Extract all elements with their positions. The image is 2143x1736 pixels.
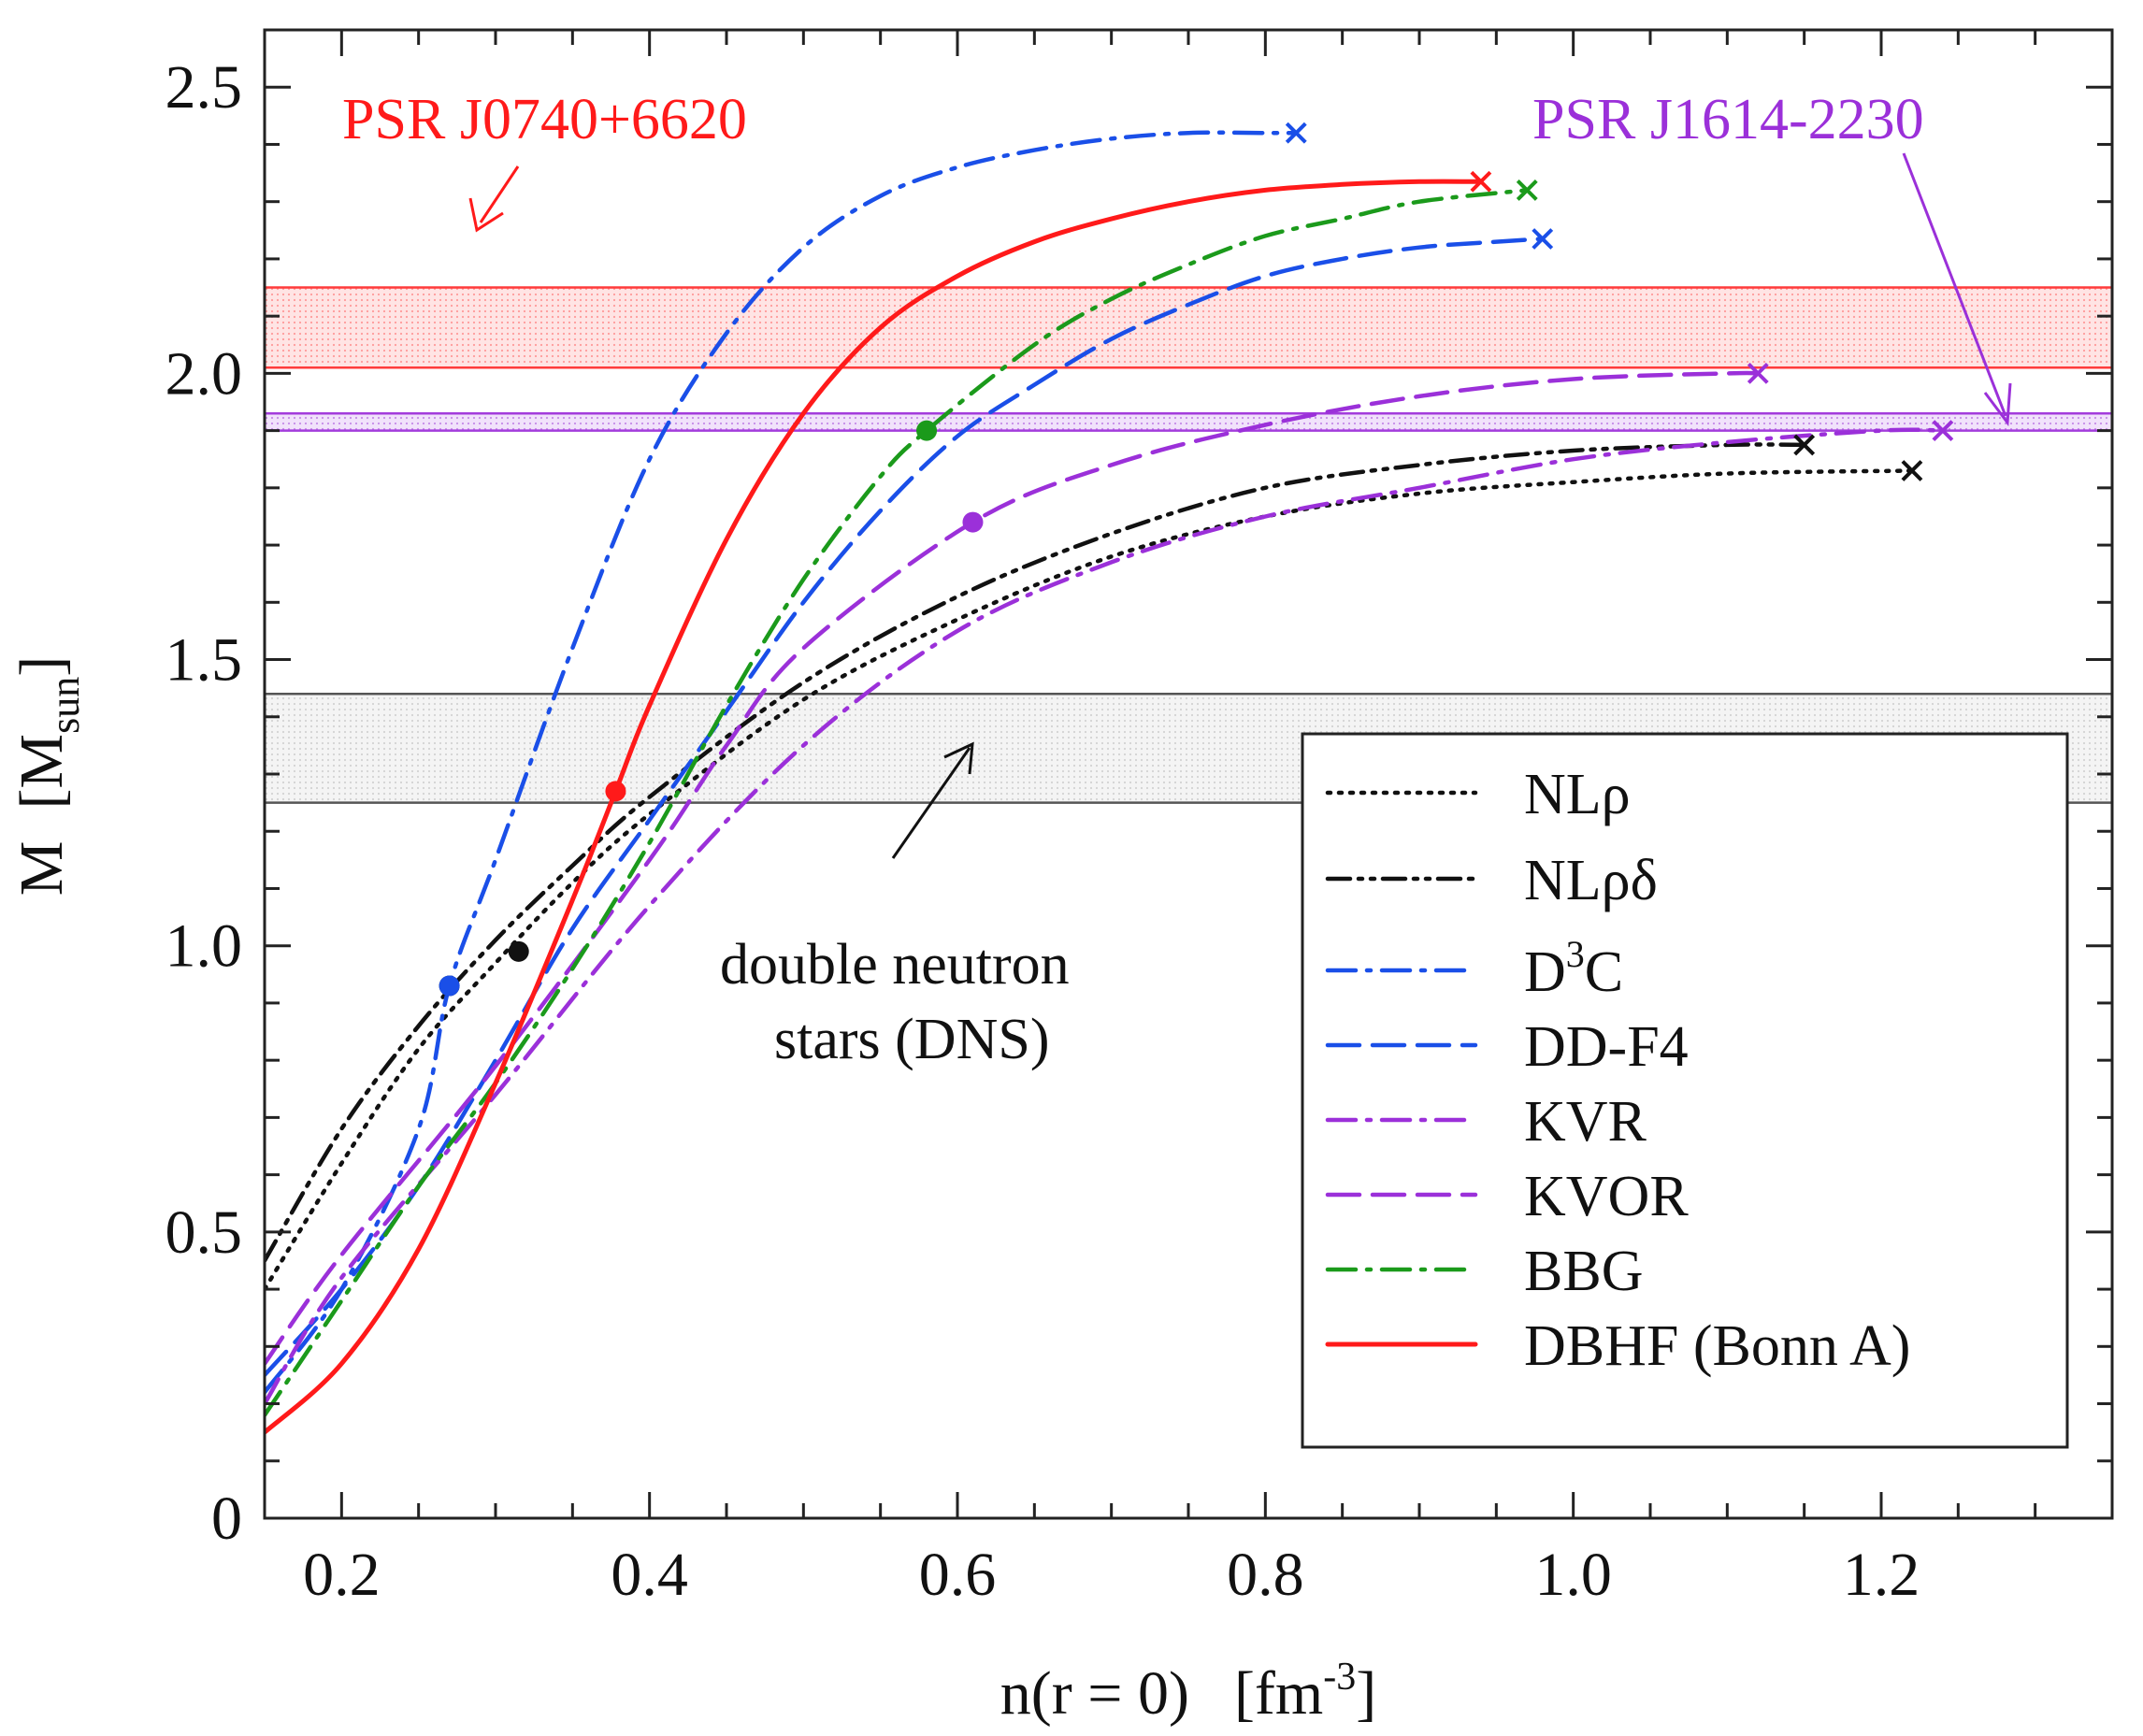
- x-axis-unit-close: ]: [1356, 1659, 1376, 1728]
- x-tick-label: 0.8: [1227, 1541, 1304, 1609]
- annotation-psr-j0740: PSR J0740+6620: [342, 88, 747, 233]
- series-line-d3c: [265, 130, 1299, 1395]
- series-line-nl: [265, 468, 1915, 1292]
- legend-label-kvor: KVOR: [1524, 1165, 1689, 1228]
- y-axis-main: M: [7, 841, 76, 897]
- y-axis-unit-open: [M: [7, 734, 76, 810]
- series-dot-bbg: [916, 420, 938, 441]
- y-tick-label: 2.0: [165, 339, 243, 408]
- series-dot-kvor: [962, 511, 984, 533]
- markers-layer: [439, 122, 1954, 997]
- x-tick-label: 0.2: [303, 1541, 381, 1609]
- x-axis-title: n(r = 0) [fm-3]: [1000, 1656, 1376, 1728]
- series-line-kvor: [265, 370, 1761, 1366]
- series-line-dbhf-bonn-a: [265, 179, 1484, 1435]
- band-psr-j1614-2230: [265, 413, 2112, 431]
- y-tick-label: 0.5: [165, 1198, 243, 1267]
- series-layer: [265, 130, 1946, 1435]
- series-end-marker-nl: [1901, 460, 1923, 481]
- legend-label-d3c: D3C: [1524, 933, 1623, 1004]
- series-end-marker-kvor: [1747, 362, 1769, 384]
- legend-label-kvr: KVR: [1524, 1090, 1647, 1154]
- legend: NLρ NLρδ D3C DD-F4 KVR KVOR BBG DBHF (Bonn A): [1301, 732, 2069, 1449]
- series-end-marker-kvr: [1932, 420, 1954, 442]
- y-axis-title: M [Msun]: [7, 656, 88, 896]
- series-end-marker-nl: [1793, 434, 1816, 456]
- legend-box: [1301, 732, 2069, 1449]
- series-line-dd-f4: [265, 237, 1545, 1378]
- annotation-psr-j1614: PSR J1614-2230: [1532, 88, 2012, 427]
- legend-label-dd-f4: DD-F4: [1524, 1015, 1689, 1079]
- annotation-dns: double neutron stars (DNS): [720, 741, 1070, 1071]
- annotation-psr-j0740-label: PSR J0740+6620: [342, 88, 747, 151]
- series-end-marker-d3c: [1285, 122, 1307, 144]
- y-axis-unit-sub: sun: [42, 677, 88, 734]
- y-tick-label: 1.5: [165, 626, 243, 695]
- band-psr-j0740-6620: [265, 287, 2112, 368]
- series-dot-d3c: [439, 975, 460, 997]
- y-tick-label: 0: [211, 1485, 242, 1553]
- series-end-marker-dd-f4: [1532, 228, 1554, 250]
- legend-label-dbhf-bonn-a: DBHF (Bonn A): [1524, 1314, 1910, 1378]
- series-line-nl: [265, 442, 1806, 1263]
- x-axis-main: n(r = 0): [1000, 1659, 1189, 1728]
- annotation-dns-line1: double neutron: [720, 933, 1070, 997]
- x-tick-label: 0.6: [919, 1541, 997, 1609]
- x-axis-unit-open: [fm: [1234, 1659, 1323, 1728]
- x-axis-unit-sup: -3: [1323, 1656, 1356, 1699]
- x-tick-label: 0.4: [611, 1541, 688, 1609]
- series-end-marker-dbhf-bonn-a: [1470, 170, 1492, 193]
- annotation-dns-line2: stars (DNS): [774, 1008, 1049, 1071]
- series-dot-dbhf-bonn-a: [605, 781, 626, 802]
- y-tick-label: 1.0: [165, 912, 243, 981]
- legend-label-nl: NLρ: [1524, 763, 1631, 826]
- y-tick-label: 2.5: [165, 53, 243, 122]
- series-dot-nl: [508, 940, 529, 962]
- y-axis-unit-close: ]: [7, 656, 76, 677]
- legend-label-bbg: BBG: [1524, 1240, 1643, 1303]
- x-tick-label: 1.2: [1843, 1541, 1920, 1609]
- series-end-marker-bbg: [1516, 179, 1538, 201]
- annotation-psr-j1614-label: PSR J1614-2230: [1532, 88, 1924, 151]
- legend-label-nl: NLρδ: [1524, 849, 1658, 912]
- ticks-layer: 0.2 0.4 0.6 0.8 1.0 1.2 0 0.5 1.0 1.5 2.0 2.5: [165, 28, 2114, 1609]
- x-tick-label: 1.0: [1534, 1541, 1612, 1609]
- series-line-bbg: [265, 188, 1530, 1418]
